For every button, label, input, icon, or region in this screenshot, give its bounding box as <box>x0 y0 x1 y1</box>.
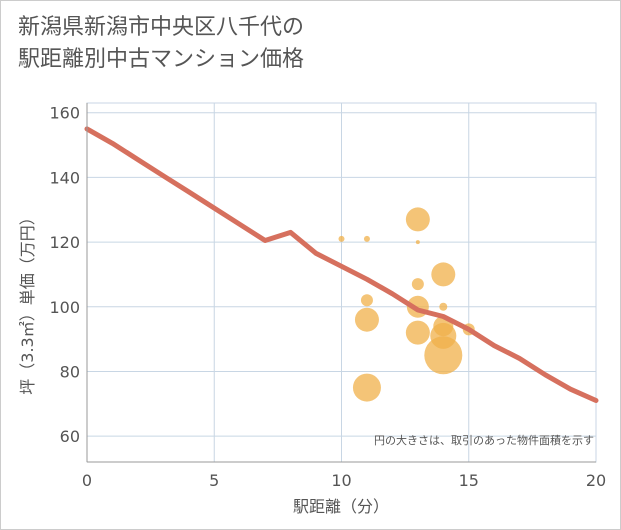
size-annotation: 円の大きさは、取引のあった物件面積を示す <box>374 433 594 447</box>
data-point <box>415 240 420 245</box>
x-tick-label: 20 <box>586 471 606 490</box>
chart-title-line-1: 新潟県新潟市中央区八千代の <box>18 15 305 40</box>
y-tick-label: 60 <box>60 427 80 446</box>
y-tick-label: 100 <box>49 298 80 317</box>
y-tick-label: 80 <box>60 362 80 381</box>
chart-title: 新潟県新潟市中央区八千代の 駅距離別中古マンション価格 <box>18 12 304 76</box>
grid-lines <box>86 102 597 463</box>
x-tick-label: 15 <box>459 471 479 490</box>
data-point <box>352 373 381 402</box>
data-point <box>439 302 448 311</box>
x-tick-label: 10 <box>331 471 351 490</box>
data-point <box>405 207 430 232</box>
chart-title-line-2: 駅距離別中古マンション価格 <box>18 47 305 72</box>
data-point <box>338 235 345 242</box>
data-points <box>338 207 475 402</box>
trend-line <box>84 126 599 403</box>
x-tick-label: 5 <box>209 471 219 490</box>
data-point <box>360 294 373 307</box>
x-axis-label: 駅距離（分） <box>293 497 389 516</box>
data-point <box>424 336 463 375</box>
data-point <box>405 320 430 345</box>
data-point <box>431 262 456 287</box>
trend-line-group <box>84 126 599 403</box>
data-point <box>363 235 370 242</box>
data-point <box>411 278 424 291</box>
y-tick-label: 160 <box>49 104 80 123</box>
x-tick-label: 0 <box>82 471 92 490</box>
y-axis-label: 坪（3.3㎡）単価（万円） <box>18 209 37 394</box>
y-tick-label: 120 <box>49 233 80 252</box>
axes: 0 5 10 15 20 60 80 100 120 140 160 <box>49 103 606 490</box>
data-point <box>354 307 379 332</box>
y-tick-label: 140 <box>49 168 80 187</box>
